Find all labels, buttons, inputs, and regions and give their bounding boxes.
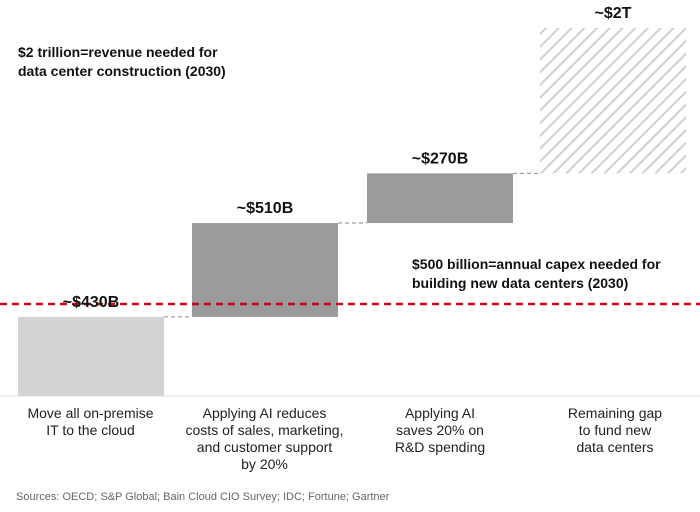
category-label-line: costs of sales, marketing, [185,422,344,438]
category-label-line: saves 20% on [396,422,484,438]
category-label-rd-ai: Applying AI saves 20% on R&D spending [360,405,520,456]
category-label-line: and customer support [196,439,333,455]
reference-annotation: $500 billion=annual capex needed for bui… [412,256,664,291]
category-label-line: by 20% [241,456,288,472]
value-label: ~$510B [237,200,294,217]
value-label: ~$2T [595,5,632,22]
value-label: ~$270B [412,150,469,167]
category-label-sales-ai: Applying AI reduces costs of sales, mark… [172,405,357,473]
category-label-line: data centers [576,439,654,455]
source-note: Sources: OECD; S&P Global; Bain Cloud CI… [16,491,390,503]
reference-annotation-line: $500 billion=annual capex needed for [412,256,661,272]
category-label-line: Applying AI [404,405,476,421]
category-label-line: Remaining gap [567,405,663,421]
bar-remaining-gap [540,28,686,174]
category-label-line: Applying AI reduces [202,405,327,421]
bar-sales-ai [192,223,338,317]
category-label-line: to fund new [578,422,652,438]
category-label-line: Move all on-premise [27,405,154,421]
category-label-remaining-gap: Remaining gap to fund new data centers [535,405,695,456]
top-annotation: $2 trillion=revenue needed for data cent… [18,44,226,79]
bar-cloud [18,316,164,396]
top-annotation-line: data center construction (2030) [18,63,226,79]
category-label-line: IT to the cloud [46,422,135,438]
category-label-line: R&D spending [394,439,486,455]
category-label-cloud: Move all on-premise IT to the cloud [8,405,173,439]
reference-annotation-line: building new data centers (2030) [412,275,628,291]
bar-rd-ai [367,173,513,224]
top-annotation-line: $2 trillion=revenue needed for [18,44,218,60]
value-label: ~$430B [63,294,120,311]
